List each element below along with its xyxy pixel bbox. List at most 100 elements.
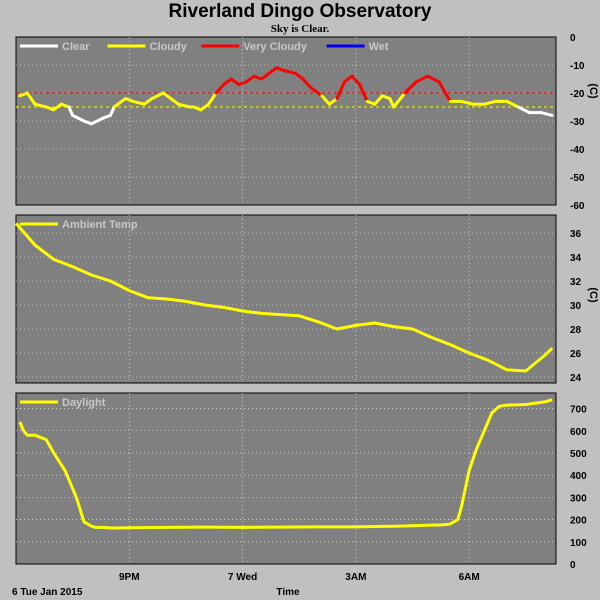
daylight-plot-area [15,392,557,565]
sky-temp-line-segment [293,71,305,81]
sky-temp-line-segment [214,83,226,95]
sky-temp-line-segment [207,91,218,106]
sky-temp-line-segment [350,74,362,87]
sky-temp-line-segment [426,74,441,84]
sky-temp-line-segment [142,97,154,106]
sky-status-subtitle: Sky is Clear. [270,23,330,35]
sky-temp-y-tick-label: -60 [570,201,585,212]
ambient-temp-y-tick-label: 32 [570,277,582,288]
sky-temp-line-segment [131,99,146,106]
ambient-temp-legend: Ambient Temp [20,219,138,231]
legend-label: Cloudy [150,41,188,53]
sky-temp-line-segment [176,102,192,109]
sky-temp-line-segment [25,91,37,106]
sky-temp-line-segment [414,74,430,84]
sky-temp-line-segment [327,97,339,106]
legend-label: Daylight [62,397,106,409]
sky-temp-line-segment [169,97,180,106]
sky-temp-plot-area [15,36,557,206]
sky-temp-line-segment [67,105,75,117]
chart-title: Riverland Dingo Observatory [168,1,432,22]
daylight-y-tick-label: 200 [570,516,587,527]
sky-temp-line-segment [199,102,211,112]
daylight-y-tick-label: 300 [570,493,587,504]
x-axis-ticks: 9PM 7 Wed 3AM 6AM [119,572,480,583]
sky-temp-unit-label: (C) [587,83,599,99]
ambient-temp-grid [16,215,556,383]
daylight-y-tick-label: 400 [570,471,587,482]
daylight-y-tick-label: 700 [570,405,587,416]
sky-temp-threshold-lines [16,92,556,108]
sky-temp-line-segment [150,91,165,101]
sky-temp-line-segment [267,66,279,75]
ambient-temp-series [14,222,554,373]
sky-temp-line-segment [320,94,331,106]
daylight-legend: Daylight [20,397,106,409]
sky-temp-line-segment [309,85,324,98]
ambient-temp-y-tick-label: 26 [570,349,582,360]
sky-temp-line-segment [335,80,347,101]
x-tick-label: 6AM [459,572,480,583]
ambient-temp-unit-label: (C) [587,287,599,303]
sky-temp-line-segment [373,94,384,106]
sky-temp-y-tick-label: -50 [570,173,585,184]
sky-temp-line-segment [482,99,498,106]
sky-temp-line-segment [460,99,475,106]
daylight-y-tick-label: 600 [570,427,587,438]
daylight-series [18,398,553,530]
sky-temp-y-tick-label: 0 [570,33,576,44]
sky-temp-line-segment [301,77,313,89]
date-label: 6 Tue Jan 2015 [12,587,83,598]
legend-label: Very Cloudy [243,41,307,53]
sky-temp-grid [16,37,556,205]
ambient-temp-y-ticks: 24 26 28 30 32 34 36 [570,229,582,384]
x-tick-label: 9PM [119,572,140,583]
sky-temp-line-segment [161,91,173,101]
sky-temp-line-segment [343,74,354,84]
daylight-y-tick-label: 500 [570,449,587,460]
daylight-y-tick-label: 100 [570,538,587,549]
sky-temp-line-segment [282,69,297,75]
sky-temp-line-segment [516,105,532,115]
daylight-grid [16,393,556,564]
ambient-temp-y-tick-label: 34 [570,253,582,264]
ambient-temp-panel: 24 26 28 30 32 34 36 Ambient Temp (C) [14,214,599,384]
legend-label: Clear [62,41,90,53]
ambient-temp-y-tick-label: 24 [570,373,582,384]
sky-temp-line-segment [116,97,128,106]
sky-temp-line-segment [244,74,256,84]
sky-temp-line-segment [229,77,241,87]
x-tick-label: 7 Wed [228,572,257,583]
ambient-temp-y-tick-label: 30 [570,301,582,312]
sky-temp-line-segment [90,116,105,126]
sky-temp-y-tick-label: -40 [570,145,585,156]
sky-temp-line-segment [33,102,48,109]
legend-label: Ambient Temp [62,219,138,231]
sky-temp-line-segment [222,77,233,87]
daylight-y-ticks: 0 100 200 300 400 500 600 700 [570,405,587,571]
sky-temp-panel: 0 -10 -20 -30 -40 -50 -60 Clear Cloudy Very Clou… [15,33,599,212]
sky-temp-line-segment [52,102,63,112]
ambient-temp-y-tick-label: 36 [570,229,582,240]
sky-temp-line-segment [539,111,554,117]
x-axis-title: Time [276,587,300,598]
sky-temp-y-tick-label: -20 [570,89,585,100]
daylight-panel: 0 100 200 300 400 500 600 700 Daylight [15,392,587,571]
daylight-line [18,398,553,530]
sky-temp-y-tick-label: -30 [570,117,585,128]
sky-temp-line-segment [403,80,418,95]
sky-temp-y-tick-label: -10 [570,61,585,72]
daylight-y-tick-label: 0 [570,560,576,571]
sky-temp-line-segment [259,71,271,81]
sky-temp-line-segment [437,80,452,103]
legend-label: Wet [369,41,389,53]
x-tick-label: 3AM [345,572,366,583]
sky-temp-legend: Clear Cloudy Very Cloudy Wet [20,41,389,53]
ambient-temp-plot-area [15,214,557,384]
sky-temp-line-segment [71,113,86,123]
sky-temp-line-segment [108,105,116,117]
sky-temp-series [18,66,554,126]
ambient-temp-line [14,222,554,373]
ambient-temp-y-tick-label: 28 [570,325,582,336]
